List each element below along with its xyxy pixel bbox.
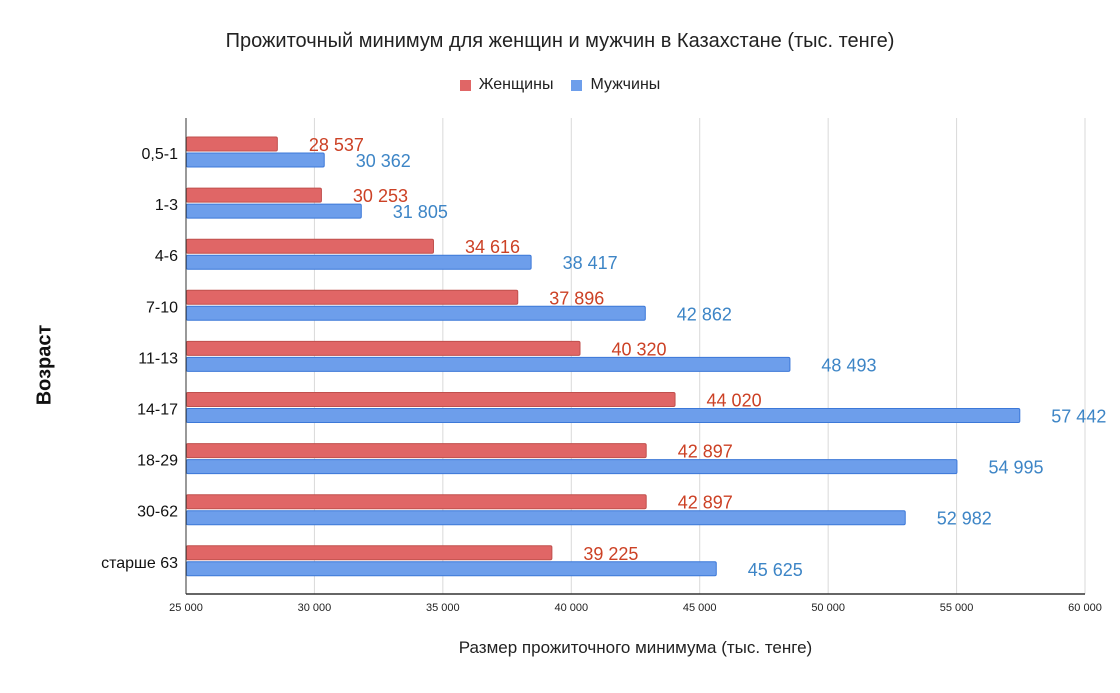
value-label-women: 34 616 bbox=[465, 237, 520, 257]
value-label-men: 52 982 bbox=[937, 509, 992, 529]
x-tick-label: 35 000 bbox=[426, 602, 460, 614]
value-label-men: 38 417 bbox=[563, 253, 618, 273]
value-label-women: 42 897 bbox=[678, 493, 733, 513]
category-label: 1-3 bbox=[155, 197, 178, 214]
category-label: 4-6 bbox=[155, 248, 178, 265]
x-tick-label: 40 000 bbox=[554, 602, 588, 614]
bar-women bbox=[186, 545, 553, 561]
category-label: 7-10 bbox=[146, 299, 178, 316]
category-label: 18-29 bbox=[137, 453, 178, 470]
value-label-men: 45 625 bbox=[748, 560, 803, 580]
x-tick-label: 30 000 bbox=[298, 602, 332, 614]
legend-label-women: Женщины bbox=[478, 76, 554, 93]
x-tick-label: 25 000 bbox=[169, 602, 203, 614]
value-label-women: 30 253 bbox=[353, 186, 408, 206]
x-axis-label: Размер прожиточного минимума (тыс. тенге… bbox=[458, 638, 813, 657]
value-label-men: 48 493 bbox=[821, 355, 876, 375]
category-label: 11-13 bbox=[138, 350, 178, 367]
bar-men bbox=[186, 152, 325, 168]
bar-men bbox=[186, 305, 646, 321]
legend: Женщины Мужчины bbox=[0, 76, 1120, 94]
value-label-men: 30 362 bbox=[356, 151, 411, 171]
category-label: 30-62 bbox=[137, 504, 178, 521]
value-label-men: 31 805 bbox=[393, 202, 448, 222]
category-label: 0,5-1 bbox=[142, 146, 179, 163]
bar-women bbox=[186, 136, 278, 152]
value-label-men: 54 995 bbox=[988, 458, 1043, 478]
bar-women bbox=[186, 289, 519, 305]
chart-title: Прожиточный минимум для женщин и мужчин … bbox=[225, 30, 895, 52]
bar-men bbox=[186, 254, 532, 270]
value-label-women: 28 537 bbox=[309, 135, 364, 155]
x-tick-label: 55 000 bbox=[940, 602, 974, 614]
value-label-women: 37 896 bbox=[549, 288, 604, 308]
category-label: 14-17 bbox=[137, 402, 178, 419]
legend-item-women: Женщины bbox=[459, 76, 554, 94]
bar-men bbox=[186, 561, 717, 577]
bar-women bbox=[186, 392, 676, 407]
bar-men bbox=[186, 408, 1021, 423]
category-label: старше 63 bbox=[101, 555, 178, 572]
bar-men bbox=[186, 510, 906, 526]
value-label-women: 42 897 bbox=[678, 442, 733, 462]
bar-men bbox=[186, 203, 362, 219]
value-label-women: 44 020 bbox=[707, 391, 762, 411]
value-label-men: 42 862 bbox=[677, 304, 732, 324]
legend-label-men: Мужчины bbox=[590, 76, 661, 93]
legend-item-men: Мужчины bbox=[571, 76, 660, 94]
bar-women bbox=[186, 340, 581, 356]
legend-swatch-men bbox=[571, 79, 583, 91]
bar-men bbox=[186, 356, 791, 372]
x-tick-label: 50 000 bbox=[811, 602, 845, 614]
bar-women bbox=[186, 494, 647, 510]
bar-women bbox=[186, 443, 647, 459]
value-label-women: 39 225 bbox=[583, 544, 638, 564]
legend-swatch-women bbox=[459, 79, 471, 91]
bar-men bbox=[186, 459, 958, 475]
x-tick-label: 60 000 bbox=[1068, 602, 1102, 614]
bar-women bbox=[186, 187, 322, 203]
value-label-men: 57 442 bbox=[1051, 407, 1106, 427]
value-label-women: 40 320 bbox=[612, 339, 667, 359]
x-tick-label: 45 000 bbox=[683, 602, 717, 614]
bar-women bbox=[186, 238, 434, 254]
